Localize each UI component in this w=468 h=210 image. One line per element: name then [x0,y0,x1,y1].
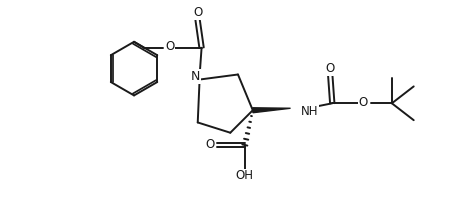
Text: O: O [326,62,335,75]
Text: O: O [358,96,368,109]
Polygon shape [253,108,291,113]
Text: N: N [191,70,200,83]
Text: O: O [193,7,202,20]
Text: O: O [165,40,175,53]
Text: OH: OH [236,169,254,182]
Text: NH: NH [300,105,318,118]
Text: O: O [205,138,215,151]
